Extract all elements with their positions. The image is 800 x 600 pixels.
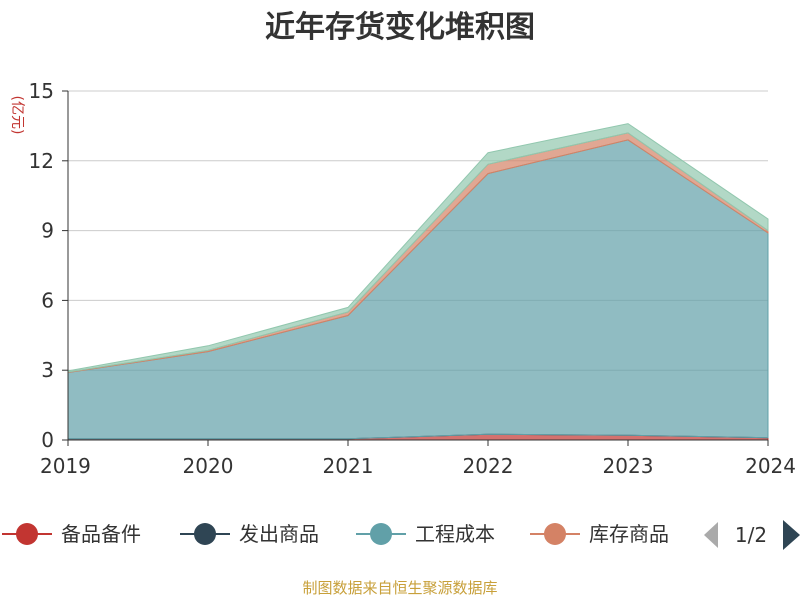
legend-label: 备品备件 (61, 522, 141, 546)
legend-marker-icon (544, 523, 566, 545)
source-note: 制图数据来自恒生聚源数据库 (302, 579, 497, 597)
x-tick-label: 2023 (603, 454, 654, 478)
x-tick-label: 2021 (323, 454, 374, 478)
legend-marker-icon (370, 523, 392, 545)
y-tick-label: 12 (29, 149, 54, 173)
legend-items: 备品备件 发出商品 工程成本 库存商品 (2, 522, 669, 546)
area-series-other (67, 123, 769, 373)
x-tick-label: 2024 (745, 454, 796, 478)
legend-pager: 1/2 (704, 520, 800, 550)
y-axis-label: (亿元) (9, 96, 25, 135)
legend-next-page-icon[interactable] (783, 520, 800, 550)
y-tick-label: 9 (41, 219, 54, 243)
legend-item[interactable]: 备品备件 (2, 522, 141, 546)
legend-item[interactable]: 库存商品 (530, 522, 669, 546)
axes: 2019 2020 2021 2022 2023 2024 (40, 91, 796, 478)
y-tick-label: 0 (41, 428, 54, 452)
x-tick-label: 2020 (183, 454, 234, 478)
x-tick-label: 2022 (463, 454, 514, 478)
area-series (67, 123, 769, 441)
y-tick-label: 15 (29, 79, 54, 103)
legend-label: 发出商品 (239, 522, 319, 546)
chart-title: 近年存货变化堆积图 (265, 10, 535, 45)
y-tick-label: 6 (41, 288, 54, 312)
legend[interactable]: 备品备件 发出商品 工程成本 库存商品 (2, 522, 669, 546)
legend-marker-icon (194, 523, 216, 545)
legend-item[interactable]: 发出商品 (180, 522, 319, 546)
legend-prev-page-icon[interactable] (704, 522, 718, 548)
legend-item[interactable]: 工程成本 (356, 522, 495, 546)
legend-label: 库存商品 (589, 522, 669, 546)
legend-marker-icon (16, 523, 38, 545)
area-series-工程成本 (67, 139, 769, 440)
y-tick-label: 3 (41, 358, 54, 382)
legend-label: 工程成本 (415, 522, 495, 546)
x-tick-label: 2019 (40, 454, 91, 478)
legend-page-indicator: 1/2 (735, 523, 767, 547)
